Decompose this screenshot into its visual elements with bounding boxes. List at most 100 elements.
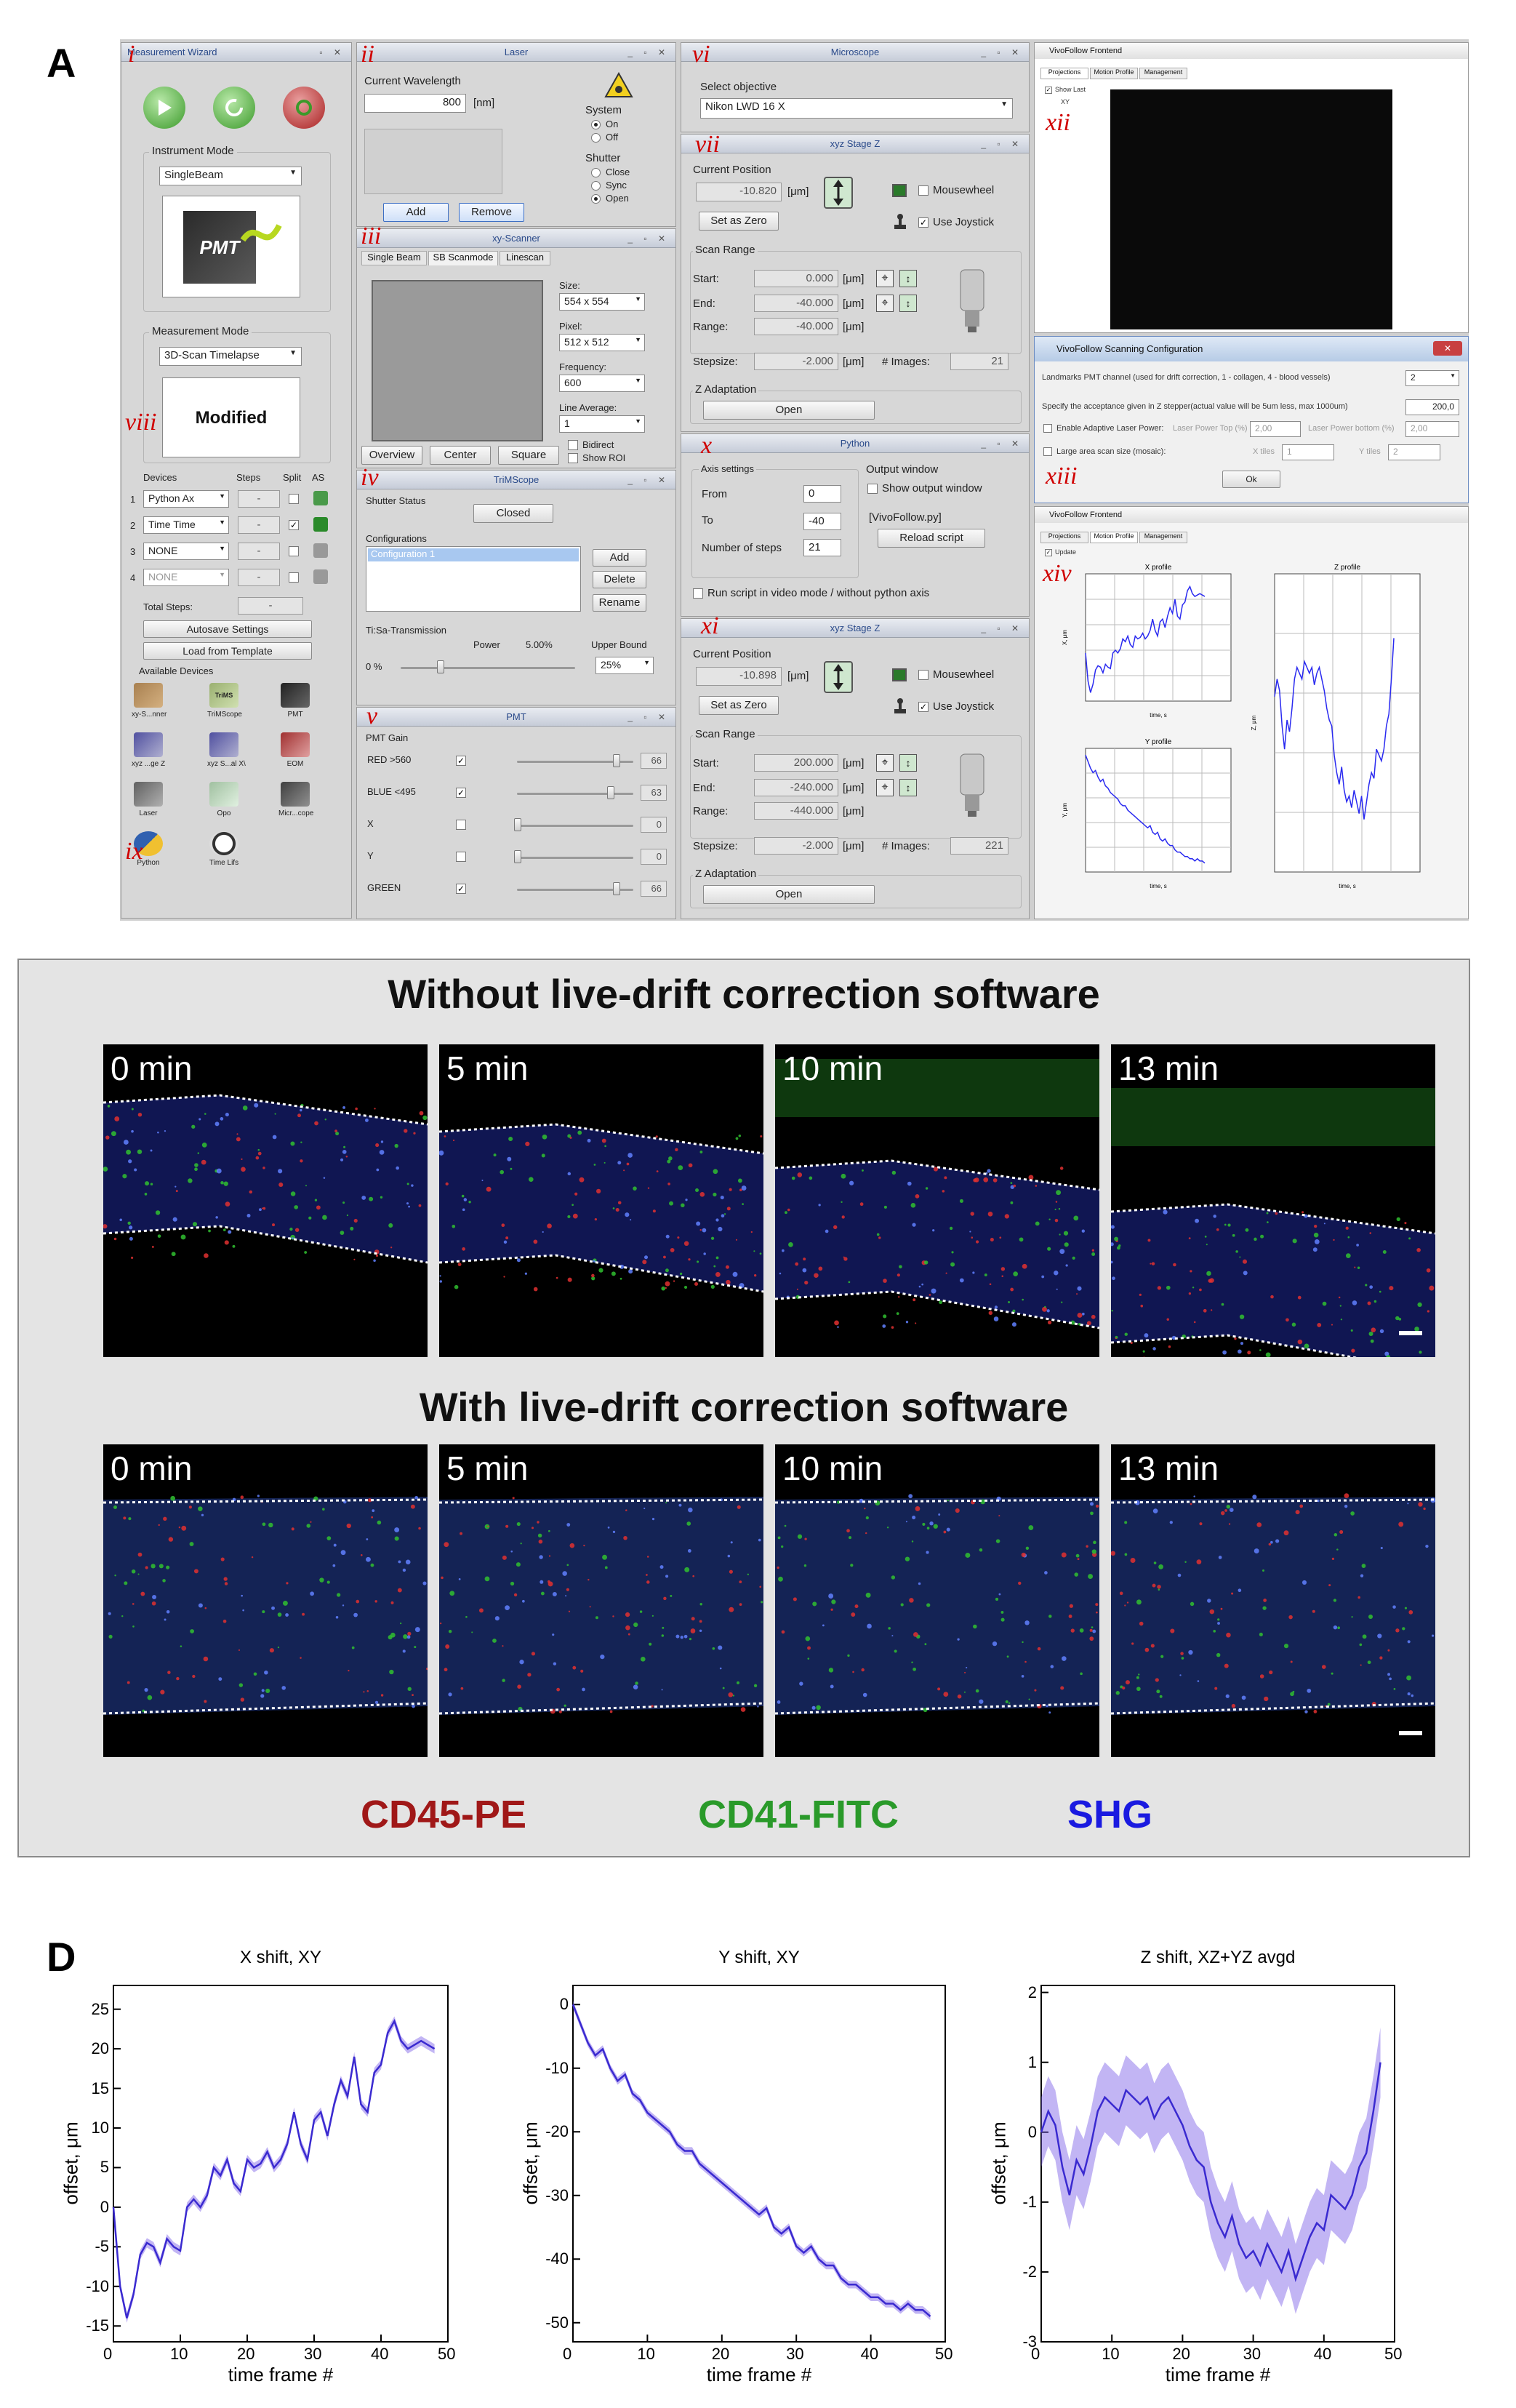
use-joystick-checkbox[interactable]: ✓ [918, 217, 929, 228]
tab-motion-profile[interactable]: Motion Profile [1090, 68, 1138, 79]
show-roi-checkbox[interactable] [568, 453, 578, 463]
pmt-gain-slider-knob[interactable] [514, 818, 521, 831]
device-xy-scanner[interactable]: xy-S...nner [132, 683, 167, 719]
crosshair-icon[interactable]: ⌖ [876, 779, 894, 796]
device-opo[interactable]: Opo [207, 782, 241, 817]
laser-list[interactable] [364, 129, 502, 194]
crosshair-icon[interactable]: ⌖ [876, 295, 894, 312]
tab-single-beam[interactable]: Single Beam [361, 251, 427, 265]
tab-motion-profile[interactable]: Motion Profile [1090, 532, 1138, 543]
window-controls[interactable]: _ ▫ ✕ [981, 139, 1023, 149]
device-select[interactable]: NONE ▼ [143, 569, 229, 586]
steps-field[interactable]: - [238, 516, 280, 534]
pmt-gain-slider-knob[interactable] [514, 850, 521, 863]
tab-projections[interactable]: Projections [1040, 68, 1088, 79]
start-field[interactable]: 0.000 [754, 270, 838, 287]
wavelength-field[interactable]: 800 [364, 94, 466, 113]
device-select[interactable]: Time Time ▼ [143, 516, 229, 534]
tab-management[interactable]: Management [1139, 68, 1187, 79]
device-select[interactable]: NONE ▼ [143, 543, 229, 560]
system-off-radio[interactable] [591, 133, 601, 143]
window-controls[interactable]: _ ▫ ✕ [981, 623, 1023, 633]
square-button[interactable]: Square [498, 446, 559, 465]
configuration-item[interactable]: Configuration 1 [368, 548, 579, 561]
crosshair-icon[interactable]: ⌖ [876, 270, 894, 287]
update-checkbox[interactable]: ✓ [1045, 549, 1052, 556]
line-average-select[interactable]: 1 ▼ [559, 415, 645, 433]
arrow-icon[interactable]: ↕ [899, 754, 917, 772]
tab-sb-scanmode[interactable]: SB Scanmode [428, 251, 498, 265]
window-controls[interactable]: ▫ ✕ [319, 47, 345, 57]
delete-button[interactable]: Delete [593, 571, 646, 588]
device-laser[interactable]: Laser [132, 782, 165, 817]
autosave-icon[interactable] [313, 569, 328, 584]
window-controls[interactable]: _ ▫ ✕ [627, 47, 670, 57]
autosave-icon[interactable] [313, 491, 328, 505]
pmt-gain-value[interactable]: 66 [641, 753, 667, 769]
power-top-field[interactable]: 2,00 [1250, 421, 1301, 437]
z-arrows-button[interactable] [824, 661, 853, 693]
pmt-gain-slider-knob[interactable] [607, 786, 614, 799]
overview-button[interactable]: Overview [361, 446, 422, 465]
split-checkbox[interactable]: ✓ [289, 520, 299, 530]
objective-select[interactable]: Nikon LWD 16 X ▼ [700, 98, 1013, 119]
end-field[interactable]: -40.000 [754, 295, 838, 312]
measurement-mode-select[interactable]: 3D-Scan Timelapse ▼ [159, 347, 302, 366]
pmt-gain-slider-track[interactable] [517, 761, 633, 763]
set-as-zero-button[interactable]: Set as Zero [699, 212, 779, 231]
ok-button[interactable]: Ok [1222, 471, 1280, 488]
device-xyz-stage-z[interactable]: xyz ...ge Z [132, 732, 165, 768]
stepsize-field[interactable]: -2.000 [754, 837, 838, 855]
arrow-icon[interactable]: ↕ [899, 779, 917, 796]
split-checkbox[interactable] [289, 572, 299, 583]
tab-projections[interactable]: Projections [1040, 532, 1088, 543]
split-checkbox[interactable] [289, 546, 299, 556]
stop-button[interactable] [283, 87, 325, 129]
add-button[interactable]: Add [383, 203, 449, 222]
instrument-mode-select[interactable]: SingleBeam ▼ [159, 167, 302, 185]
autosave-icon[interactable] [313, 543, 328, 558]
pixel-select[interactable]: 512 x 512 ▼ [559, 334, 645, 351]
window-controls[interactable]: _ ▫ ✕ [627, 475, 670, 485]
split-checkbox[interactable] [289, 494, 299, 504]
tab-linescan[interactable]: Linescan [500, 251, 550, 265]
pmt-channel-checkbox[interactable]: ✓ [456, 788, 466, 798]
steps-field[interactable]: - [238, 543, 280, 560]
autosave-settings-button[interactable]: Autosave Settings [143, 620, 312, 638]
device-xyz-stage-x[interactable]: xyz S...al X\ [207, 732, 246, 768]
frequency-select[interactable]: 600 ▼ [559, 375, 645, 392]
window-controls[interactable]: _ ▫ ✕ [627, 712, 670, 722]
pmt-gain-slider-track[interactable] [517, 825, 633, 827]
play-button[interactable] [143, 87, 185, 129]
tisa-slider-track[interactable] [401, 667, 575, 669]
shutter-open-radio[interactable] [591, 194, 601, 204]
z-adaptation-open-button[interactable]: Open [703, 885, 875, 904]
mousewheel-checkbox[interactable] [918, 185, 929, 196]
device-microscope[interactable]: Micr...cope [278, 782, 313, 817]
acceptance-field[interactable]: 200,0 [1405, 399, 1459, 415]
to-field[interactable]: -40 [803, 513, 841, 530]
power-bottom-field[interactable]: 2,00 [1405, 421, 1459, 437]
center-button[interactable]: Center [430, 446, 491, 465]
use-joystick-checkbox[interactable]: ✓ [918, 702, 929, 712]
x-tiles-field[interactable]: 1 [1282, 444, 1334, 460]
y-tiles-field[interactable]: 2 [1388, 444, 1440, 460]
add-button[interactable]: Add [593, 549, 646, 567]
start-field[interactable]: 200.000 [754, 754, 838, 772]
pmt-gain-slider-knob[interactable] [613, 754, 620, 767]
steps-field[interactable]: - [238, 569, 280, 586]
close-icon[interactable]: ✕ [1433, 341, 1462, 356]
tab-management[interactable]: Management [1139, 532, 1187, 543]
pmt-gain-value[interactable]: 0 [641, 849, 667, 865]
z-arrows-button[interactable] [824, 177, 853, 209]
autosave-icon[interactable] [313, 517, 328, 532]
bidirect-checkbox[interactable] [568, 440, 578, 450]
pmt-channel-checkbox[interactable] [456, 820, 466, 830]
end-field[interactable]: -240.000 [754, 779, 838, 796]
device-python[interactable]: Python [132, 831, 165, 867]
run-video-mode-checkbox[interactable] [693, 588, 703, 599]
refresh-button[interactable] [213, 87, 255, 129]
pmt-gain-slider-knob[interactable] [613, 882, 620, 895]
scan-area[interactable] [372, 280, 543, 441]
tisa-slider-knob[interactable] [437, 660, 444, 673]
